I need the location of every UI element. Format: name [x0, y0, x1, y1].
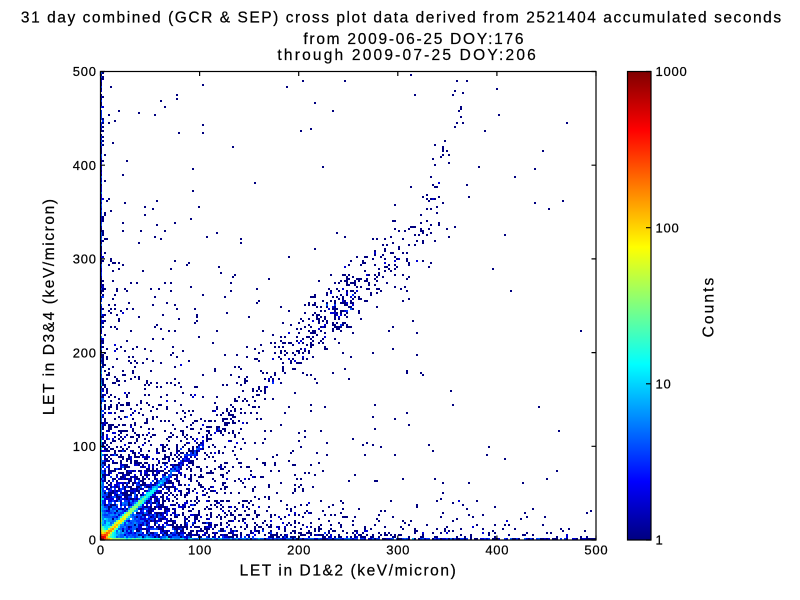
svg-text:400: 400	[485, 543, 509, 558]
svg-text:LET in D3&4 (keV/micron): LET in D3&4 (keV/micron)	[41, 197, 58, 415]
svg-text:200: 200	[73, 345, 97, 360]
svg-text:1: 1	[656, 533, 664, 548]
svg-text:0: 0	[97, 543, 105, 558]
svg-text:1000: 1000	[656, 64, 688, 79]
svg-text:200: 200	[287, 543, 311, 558]
svg-text:300: 300	[386, 543, 410, 558]
svg-text:from 2009-06-25 DOY:176: from 2009-06-25 DOY:176	[303, 31, 525, 48]
svg-text:10: 10	[656, 377, 672, 392]
svg-text:400: 400	[73, 158, 97, 173]
svg-text:100: 100	[188, 543, 212, 558]
svg-text:100: 100	[656, 220, 680, 235]
svg-text:0: 0	[89, 533, 97, 548]
svg-text:LET in D1&2 (keV/micron): LET in D1&2 (keV/micron)	[240, 563, 458, 580]
svg-text:500: 500	[584, 543, 608, 558]
svg-text:through 2009-07-25 DOY:206: through 2009-07-25 DOY:206	[277, 47, 538, 64]
svg-text:300: 300	[73, 252, 97, 267]
svg-text:500: 500	[73, 64, 97, 79]
svg-text:Counts: Counts	[701, 276, 718, 338]
svg-text:100: 100	[73, 439, 97, 454]
svg-text:31 day combined (GCR & SEP) cr: 31 day combined (GCR & SEP) cross plot d…	[21, 10, 783, 27]
